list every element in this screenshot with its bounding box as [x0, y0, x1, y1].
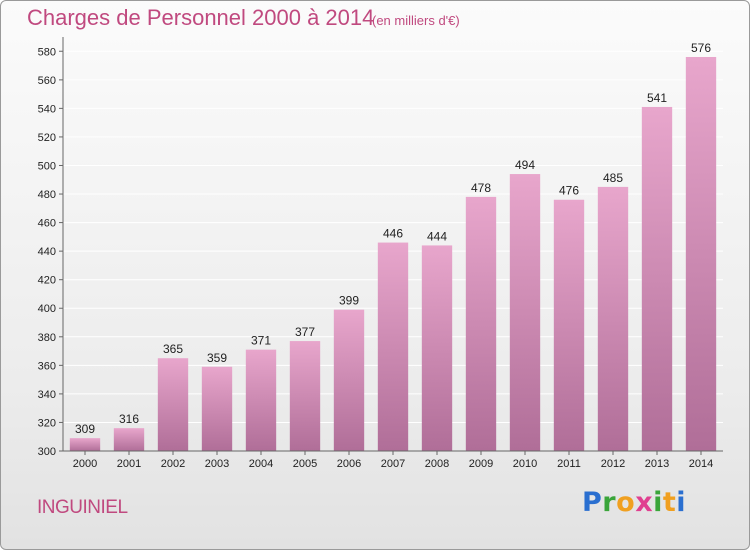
data-label: 541: [647, 91, 667, 105]
y-tick-label: 540: [38, 103, 56, 115]
y-tick-label: 480: [38, 189, 56, 201]
x-tick-label: 2005: [293, 458, 317, 470]
bars: [69, 56, 717, 451]
data-label: 576: [691, 41, 711, 55]
bar: [685, 56, 717, 451]
bar: [113, 428, 145, 451]
y-tick-label: 560: [38, 75, 56, 87]
x-tick-label: 2001: [117, 458, 141, 470]
data-label: 476: [559, 184, 579, 198]
data-label: 359: [207, 351, 227, 365]
data-label: 478: [471, 181, 491, 195]
y-tick-label: 580: [38, 46, 56, 58]
logo-letter: P: [582, 487, 603, 518]
chart-subtitle: (en milliers d'€): [372, 13, 460, 28]
bar: [157, 358, 189, 451]
bar: [69, 438, 101, 451]
data-label: 365: [163, 342, 183, 356]
logo-letter: t: [662, 487, 677, 518]
logo-letter: o: [616, 487, 636, 518]
data-label: 377: [295, 325, 315, 339]
bar: [289, 341, 321, 451]
y-tick-label: 440: [38, 246, 56, 258]
data-label: 494: [515, 158, 535, 172]
y-tick-label: 500: [38, 160, 56, 172]
proxiti-logo: Proxiti: [582, 487, 686, 518]
bar: [245, 349, 277, 451]
x-tick-label: 2004: [249, 458, 273, 470]
y-tick-label: 420: [38, 275, 56, 287]
x-tick-label: 2011: [557, 458, 581, 470]
bar: [377, 242, 409, 451]
bar: [641, 106, 673, 451]
x-tick-label: 2006: [337, 458, 361, 470]
y-tick-label: 340: [38, 389, 56, 401]
data-label: 316: [119, 412, 139, 426]
y-tick-label: 360: [38, 360, 56, 372]
logo-letter: r: [602, 487, 617, 518]
y-tick-label: 520: [38, 132, 56, 144]
logo-letter: x: [635, 487, 654, 518]
x-tick-label: 2009: [469, 458, 493, 470]
logo-letter: i: [676, 487, 687, 518]
x-tick-label: 2007: [381, 458, 405, 470]
y-tick-label: 300: [38, 446, 56, 458]
bar: [333, 309, 365, 451]
data-label: 371: [251, 334, 271, 348]
x-tick-label: 2000: [73, 458, 97, 470]
logo-letter: i: [653, 487, 663, 518]
data-label: 485: [603, 171, 623, 185]
commune-name: INGUINIEL: [37, 497, 128, 518]
labels: 300 320 340 360 380 400 420 440 460 480 500 520 540 5…: [38, 41, 714, 470]
x-tick-label: 2014: [689, 458, 713, 470]
x-tick-label: 2003: [205, 458, 229, 470]
x-tick-label: 2012: [601, 458, 625, 470]
data-label: 309: [75, 422, 95, 436]
data-label: 399: [339, 294, 359, 308]
x-tick-label: 2008: [425, 458, 449, 470]
y-tick-label: 460: [38, 218, 56, 230]
y-tick-label: 320: [38, 417, 56, 429]
chart-title: Charges de Personnel 2000 à 2014: [27, 5, 375, 30]
data-label: 444: [427, 229, 447, 243]
x-tick-label: 2002: [161, 458, 185, 470]
bar: [421, 245, 453, 451]
y-tick-label: 400: [38, 303, 56, 315]
bar: [509, 174, 541, 451]
data-label: 446: [383, 227, 403, 241]
x-tick-label: 2010: [513, 458, 537, 470]
bar: [465, 196, 497, 451]
bar: [201, 366, 233, 451]
x-tick-label: 2013: [645, 458, 669, 470]
bar: [553, 199, 585, 451]
axes: [59, 37, 723, 455]
bar: [597, 186, 629, 451]
y-tick-label: 380: [38, 332, 56, 344]
